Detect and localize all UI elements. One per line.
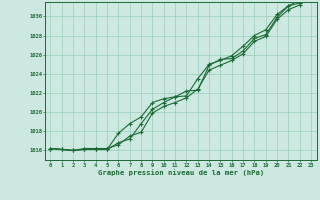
X-axis label: Graphe pression niveau de la mer (hPa): Graphe pression niveau de la mer (hPa) xyxy=(98,169,264,176)
